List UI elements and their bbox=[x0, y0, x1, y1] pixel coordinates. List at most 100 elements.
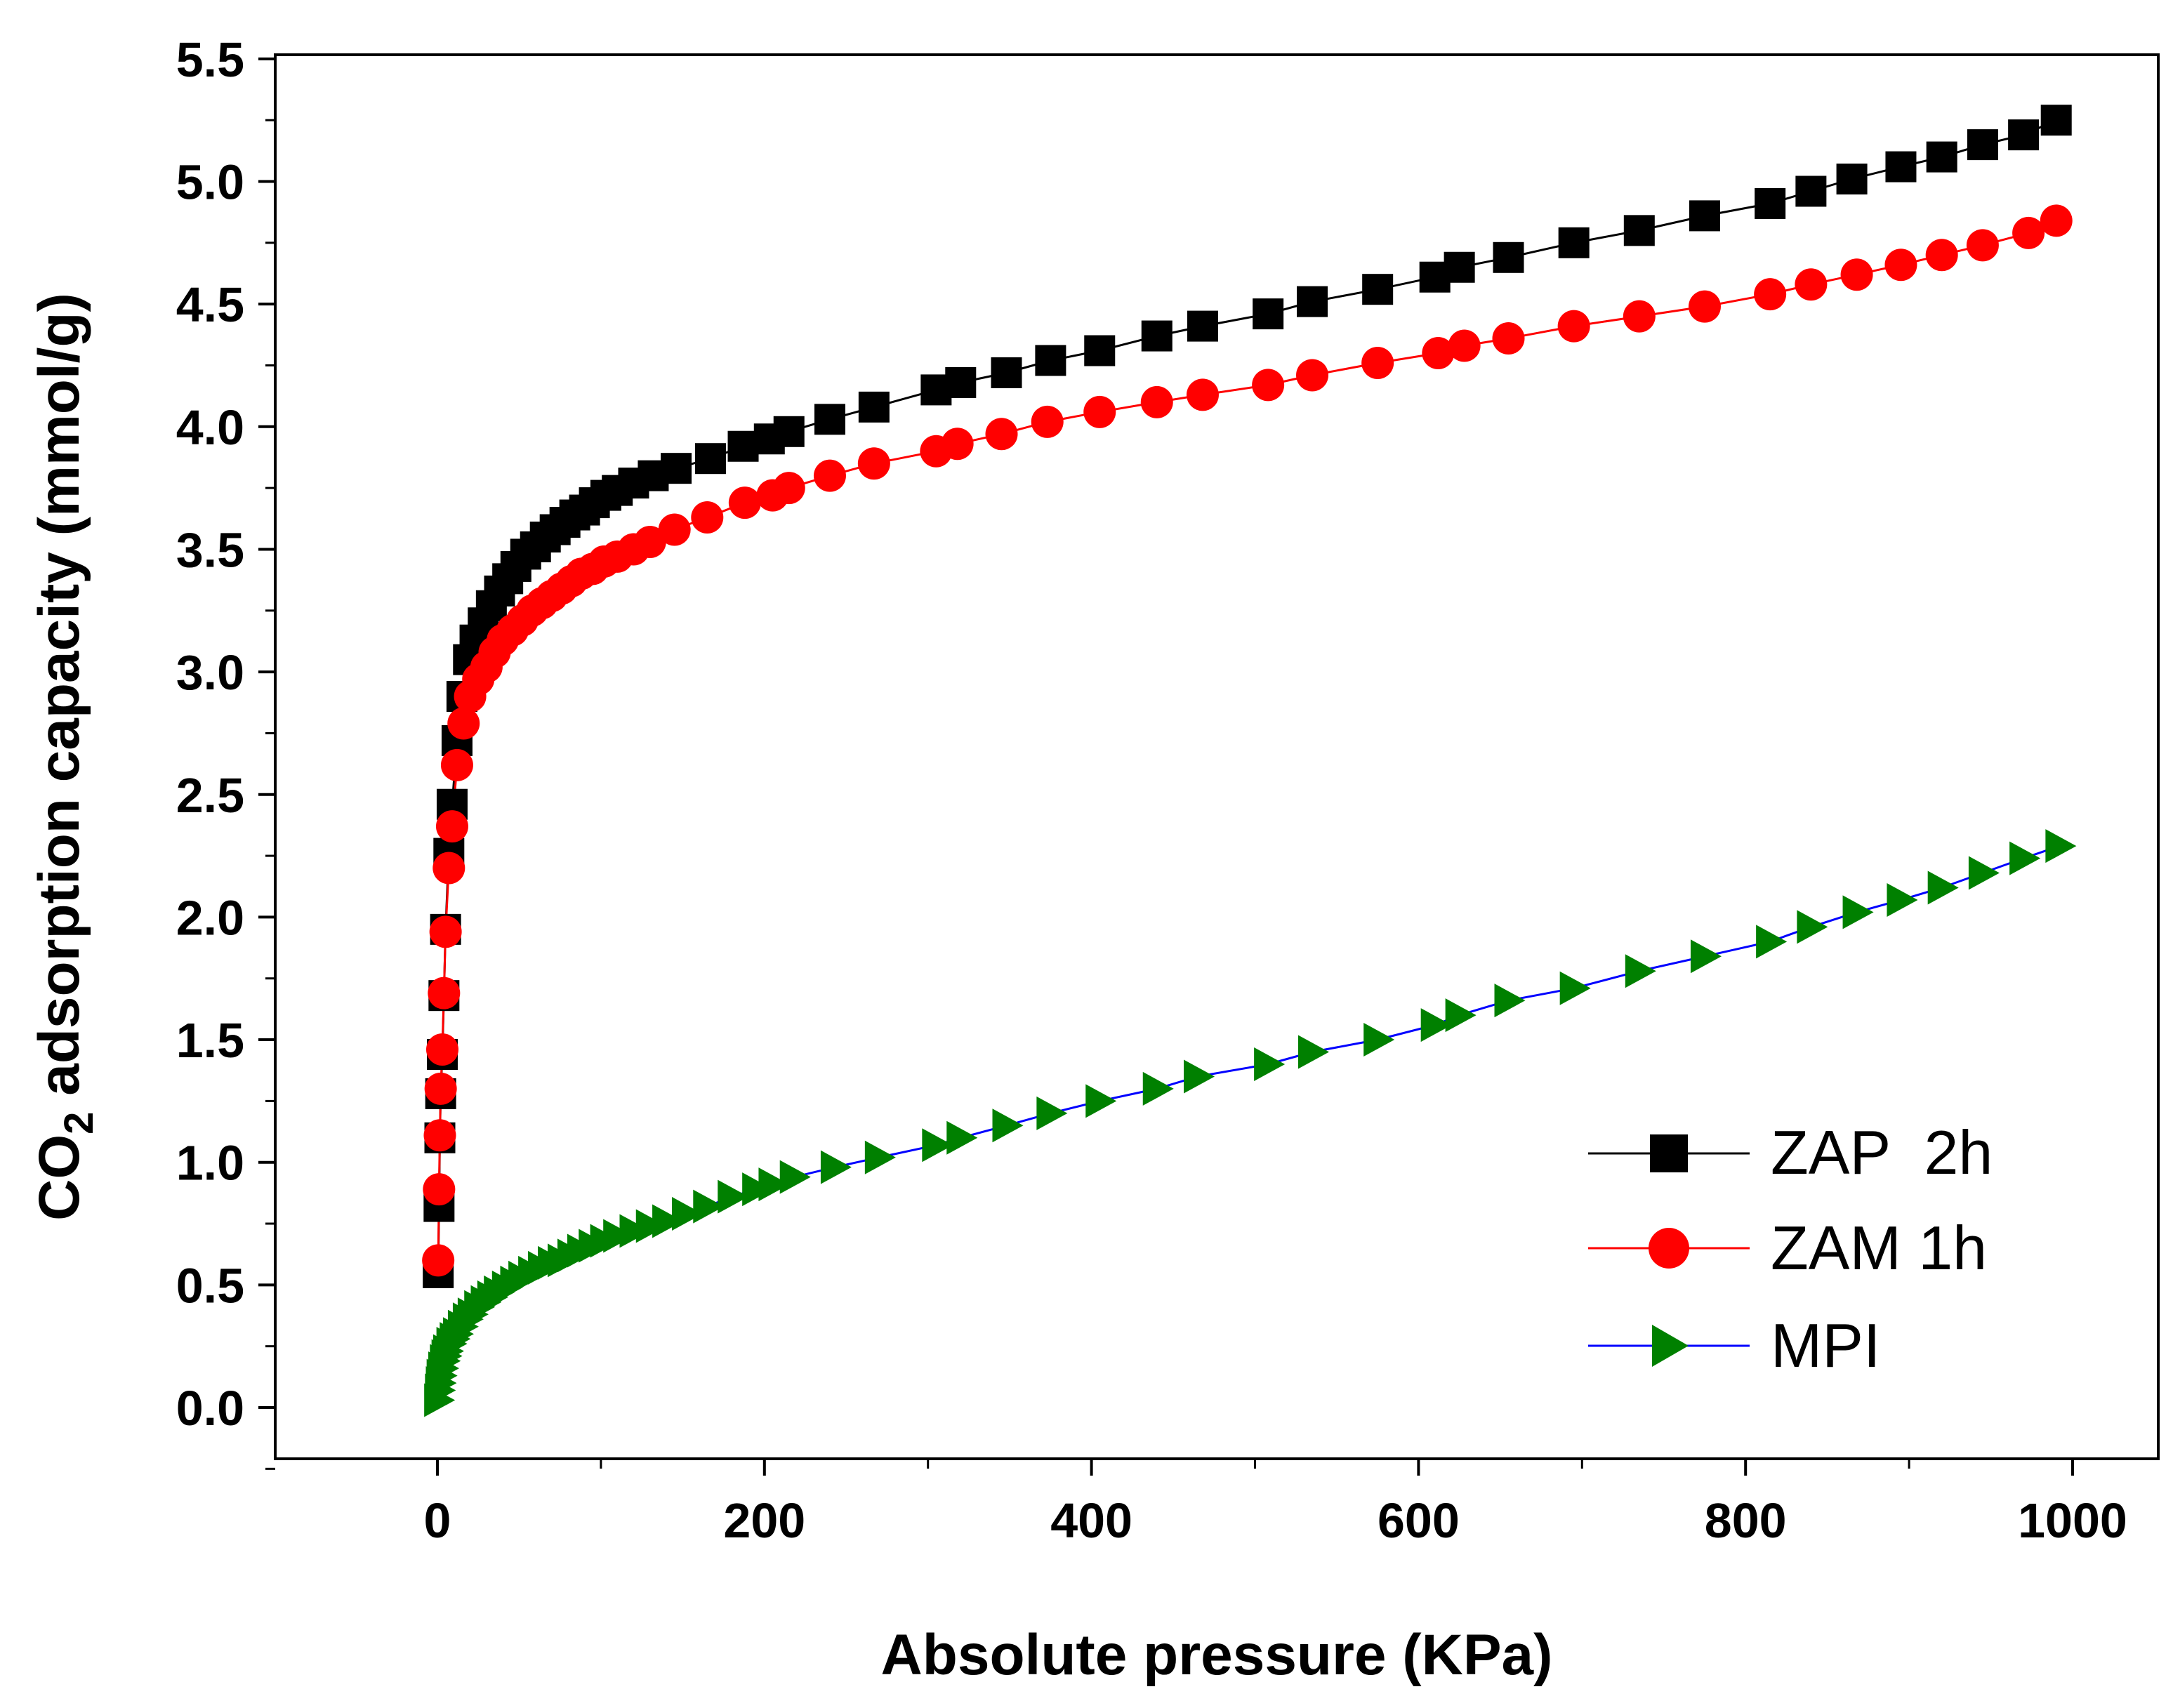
data-point-mpi bbox=[652, 1204, 684, 1238]
data-point-mpi bbox=[1298, 1035, 1330, 1069]
data-point-zam-1h bbox=[1925, 239, 1958, 272]
data-point-mpi bbox=[946, 1120, 978, 1155]
data-point-zap-2h bbox=[1141, 320, 1173, 352]
data-point-zap-2h bbox=[945, 366, 977, 398]
data-point-zam-1h bbox=[440, 748, 473, 781]
data-point-zap-2h bbox=[1035, 345, 1066, 376]
data-point-mpi bbox=[1494, 984, 1526, 1018]
legend: ZAP 2h ZAM 1h MPI bbox=[1588, 1118, 1993, 1380]
data-point-zam-1h bbox=[1492, 322, 1525, 355]
data-point-zam-1h bbox=[435, 810, 468, 843]
data-point-zam-1h bbox=[633, 525, 666, 558]
data-point-mpi bbox=[1625, 954, 1656, 988]
x-tick-label: 800 bbox=[1705, 1493, 1787, 1548]
data-point-zap-2h bbox=[694, 443, 726, 475]
data-point-zap-2h bbox=[1755, 187, 1786, 219]
data-point-zap-2h bbox=[1297, 286, 1328, 317]
y-tick-label: 4.5 bbox=[176, 277, 244, 332]
data-point-zam-1h bbox=[1754, 278, 1787, 311]
data-point-mpi bbox=[1445, 998, 1477, 1033]
data-point-zam-1h bbox=[424, 1072, 457, 1105]
y-tick-label: 5.5 bbox=[176, 32, 244, 87]
y-tick-label: 4.0 bbox=[176, 400, 244, 455]
data-point-zap-2h bbox=[1253, 298, 1284, 330]
x-tick-label: 600 bbox=[1378, 1493, 1460, 1548]
data-point-zap-2h bbox=[1558, 227, 1590, 258]
y-axis-title-prefix: CO bbox=[27, 1134, 91, 1221]
y-tick-label: 1.0 bbox=[176, 1136, 244, 1191]
y-tick-label: 0.0 bbox=[176, 1381, 244, 1436]
data-point-mpi bbox=[1085, 1084, 1117, 1118]
data-point-mpi bbox=[1797, 910, 1828, 944]
data-point-mpi bbox=[992, 1108, 1024, 1143]
legend-entry-zap: ZAP 2h bbox=[1588, 1118, 1993, 1187]
y-axis-title-suffix: adsorption capacity (mmol/g) bbox=[27, 293, 91, 1111]
data-point-zam-1h bbox=[2040, 204, 2073, 237]
data-point-zam-1h bbox=[728, 486, 761, 519]
data-point-zam-1h bbox=[772, 472, 805, 505]
data-point-mpi bbox=[1142, 1071, 1174, 1106]
data-point-zap-2h bbox=[661, 453, 692, 484]
data-point-mpi bbox=[1842, 895, 1874, 929]
data-point-zam-1h bbox=[941, 428, 974, 461]
data-point-zam-1h bbox=[1140, 385, 1173, 418]
axis-ticks bbox=[258, 57, 2074, 1476]
data-point-zap-2h bbox=[1084, 335, 1116, 366]
data-point-mpi bbox=[672, 1197, 704, 1231]
legend-entry-zam: ZAM 1h bbox=[1588, 1213, 1987, 1283]
data-point-mpi bbox=[1690, 939, 1722, 974]
data-point-mpi bbox=[820, 1150, 852, 1184]
legend-marker-square bbox=[1650, 1134, 1688, 1172]
data-point-zam-1h bbox=[1623, 300, 1656, 333]
y-tick-label: 2.5 bbox=[176, 768, 244, 823]
data-point-zam-1h bbox=[1031, 405, 1064, 438]
data-point-mpi bbox=[758, 1167, 790, 1202]
data-point-mpi bbox=[2009, 841, 2041, 875]
data-point-zap-2h bbox=[727, 430, 759, 462]
tick-labels: 0 200 400 600 800 1000 0.0 0.5 1.0 1.5 2.0 2.5 3.0 3.… bbox=[176, 32, 2127, 1548]
series-markers bbox=[422, 105, 2077, 1417]
legend-label-zap: ZAP 2h bbox=[1771, 1118, 1993, 1187]
data-point-zap-2h bbox=[1493, 241, 1524, 273]
series-line-zam-1h bbox=[437, 220, 2057, 1261]
data-point-mpi bbox=[603, 1219, 635, 1253]
data-point-mpi bbox=[1756, 925, 1788, 959]
data-point-zam-1h bbox=[1795, 268, 1828, 301]
data-point-zam-1h bbox=[1252, 369, 1285, 402]
legend-entry-mpi: MPI bbox=[1588, 1311, 1880, 1380]
data-point-zam-1h bbox=[691, 501, 724, 534]
data-point-zap-2h bbox=[1187, 310, 1218, 342]
data-point-zap-2h bbox=[814, 404, 845, 435]
data-point-zam-1h bbox=[423, 1119, 456, 1152]
data-point-zam-1h bbox=[658, 513, 691, 546]
data-point-mpi bbox=[1420, 1008, 1452, 1042]
data-point-zam-1h bbox=[1186, 378, 1219, 411]
data-point-zap-2h bbox=[1926, 141, 1957, 173]
data-point-zam-1h bbox=[432, 852, 465, 885]
data-point-zam-1h bbox=[422, 1244, 455, 1277]
y-axis-title: CO2 adsorption capacity (mmol/g) bbox=[27, 293, 102, 1221]
data-point-zap-2h bbox=[1362, 274, 1394, 305]
data-point-mpi bbox=[864, 1140, 896, 1174]
data-point-zap-2h bbox=[1885, 151, 1917, 183]
x-tick-label: 400 bbox=[1050, 1493, 1132, 1548]
data-point-zam-1h bbox=[1296, 359, 1329, 392]
data-point-mpi bbox=[1968, 856, 2000, 890]
data-point-zam-1h bbox=[1557, 310, 1590, 343]
data-point-zam-1h bbox=[1422, 337, 1455, 370]
legend-label-mpi: MPI bbox=[1771, 1311, 1880, 1380]
y-tick-label: 0.5 bbox=[176, 1258, 244, 1313]
data-point-zam-1h bbox=[1361, 346, 1394, 379]
y-tick-label: 3.5 bbox=[176, 522, 244, 577]
legend-label-zam: ZAM 1h bbox=[1771, 1213, 1987, 1283]
data-point-mpi bbox=[1036, 1096, 1068, 1130]
y-tick-label: 5.0 bbox=[176, 155, 244, 210]
data-point-zap-2h bbox=[1967, 129, 1998, 161]
data-point-zap-2h bbox=[2008, 119, 2040, 151]
data-point-zam-1h bbox=[1083, 395, 1116, 428]
data-point-mpi bbox=[1887, 882, 1918, 917]
data-point-zam-1h bbox=[447, 707, 480, 740]
x-axis-title: Absolute pressure (KPa) bbox=[881, 1623, 1553, 1687]
data-point-zap-2h bbox=[1689, 200, 1720, 232]
